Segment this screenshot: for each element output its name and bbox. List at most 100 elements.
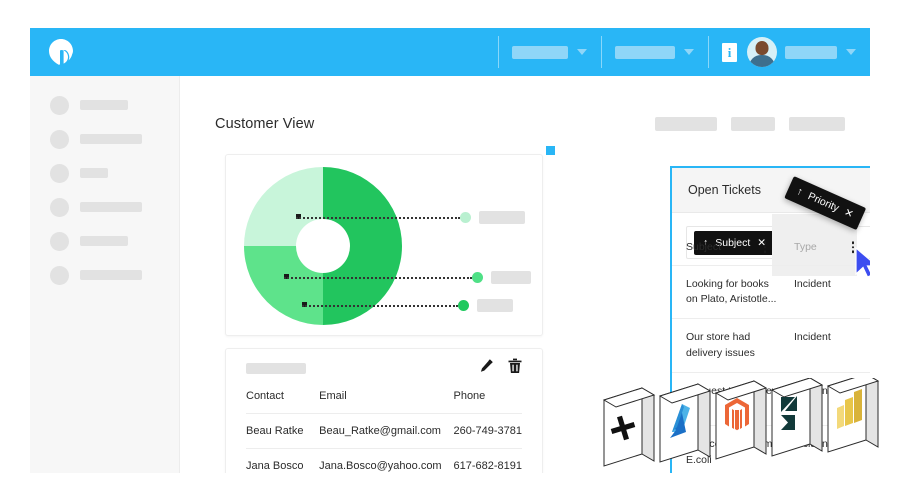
contact-col-header-email[interactable]: Email (319, 390, 347, 402)
contact-card: Contact Email Phone Beau Ratke Beau_Ratk… (225, 348, 543, 473)
sidebar-item-icon (50, 95, 69, 115)
ticket-subject: Looking for books on Plato, Aristotle... (672, 264, 780, 319)
tickets-header-row: Subject Type Priority (672, 229, 870, 266)
kebab-menu-icon[interactable] (851, 241, 854, 253)
contact-email: Beau_Ratke@gmail.com (319, 413, 454, 449)
ticket-type: Incident (780, 264, 868, 319)
legend-item-1[interactable] (460, 211, 525, 224)
legend-label-2 (491, 271, 531, 284)
top-menu-2-label (615, 45, 675, 59)
chevron-down-icon (846, 49, 856, 55)
ticket-type: Incident (780, 425, 868, 473)
table-row[interactable]: Request to add new item Incident Low (672, 371, 870, 426)
sidebar-item-5[interactable] (30, 224, 179, 258)
sidebar-item-icon (50, 231, 69, 251)
top-menu-1[interactable] (498, 28, 601, 76)
selection-handle-top-left[interactable] (546, 146, 555, 155)
legend-label-3 (477, 299, 513, 312)
ticket-type: Incident (780, 371, 868, 426)
sidebar-item-icon (50, 265, 69, 285)
ticket-type: Incident (780, 318, 868, 373)
contact-card-title (246, 362, 306, 374)
tickets-col-header-type[interactable]: Type (780, 229, 868, 266)
table-row[interactable]: Lettuce recall from E.coli Incident High (672, 425, 870, 473)
info-icon[interactable]: i (722, 42, 737, 62)
sidebar-item-6[interactable] (30, 258, 179, 292)
top-bar-right-cluster: i (498, 28, 870, 76)
leader-dot-1 (296, 214, 301, 219)
close-icon[interactable]: ✕ (757, 237, 767, 249)
sort-chip-subject[interactable]: ↑ Subject ✕ (694, 231, 776, 255)
header-actions (655, 117, 860, 131)
table-row[interactable]: Jana Bosco Jana.Bosco@yahoo.com 617-682-… (246, 448, 522, 473)
ticket-subject: Our store had delivery issues (672, 318, 780, 373)
ticket-priority: Low (868, 371, 870, 426)
sidebar-item-label (80, 202, 142, 212)
sort-asc-icon: ↑ (794, 185, 805, 199)
pencil-icon[interactable] (479, 358, 494, 378)
legend-label-1 (479, 211, 525, 224)
legend-swatch-1 (460, 212, 471, 223)
top-menu-1-label (512, 45, 568, 59)
content-header: Customer View (215, 112, 860, 136)
main-content: Customer View (180, 76, 870, 473)
sidebar-item-label (80, 100, 128, 110)
donut-chart[interactable] (244, 167, 402, 325)
legend-swatch-3 (458, 300, 469, 311)
leader-dot-2 (284, 274, 289, 279)
user-menu[interactable]: i (708, 28, 870, 76)
sidebar-item-label (80, 270, 142, 280)
sidebar-item-1[interactable] (30, 88, 179, 122)
sidebar-item-label (80, 168, 108, 178)
drag-cursor-icon (854, 246, 870, 284)
sidebar-item-3[interactable] (30, 156, 179, 190)
table-row[interactable]: Beau Ratke Beau_Ratke@gmail.com 260-749-… (246, 413, 522, 449)
donut-chart-card (225, 154, 543, 336)
legend-item-3[interactable] (458, 299, 513, 312)
open-tickets-panel[interactable]: Open Tickets ↑ Subject ✕ (670, 166, 870, 473)
legend-item-2[interactable] (472, 271, 531, 284)
table-row[interactable]: Looking for books on Plato, Aristotle...… (672, 264, 870, 319)
sort-chip-subject-label: Subject (715, 237, 751, 249)
ticket-subject: Request to add new item (672, 371, 780, 426)
contact-name: Beau Ratke (246, 413, 320, 449)
sidebar-item-icon (50, 163, 69, 183)
open-tickets-title: Open Tickets (688, 183, 761, 197)
header-action-3[interactable] (789, 117, 845, 131)
donut-center-hole (296, 219, 350, 273)
contact-card-actions (479, 358, 522, 379)
sidebar-item-label (80, 134, 142, 144)
sidebar-item-icon (50, 129, 69, 149)
sidebar-item-icon (50, 197, 69, 217)
chevron-down-icon (577, 49, 587, 55)
app-logo-icon[interactable] (44, 35, 78, 69)
leader-dot-3 (302, 302, 307, 307)
tickets-col-header-subject[interactable]: Subject (672, 229, 780, 266)
sidebar-item-4[interactable] (30, 190, 179, 224)
chevron-down-icon (684, 49, 694, 55)
table-row[interactable]: Our store had delivery issues Incident N… (672, 318, 870, 373)
leader-line-3 (302, 305, 458, 307)
sort-asc-icon: ↑ (703, 237, 709, 249)
close-icon[interactable]: ✕ (842, 206, 856, 221)
trash-icon[interactable] (508, 358, 522, 379)
kebab-menu-icon[interactable] (763, 241, 766, 253)
ticket-subject: Lettuce recall from E.coli (672, 425, 780, 473)
header-action-2[interactable] (731, 117, 775, 131)
top-menu-2[interactable] (601, 28, 708, 76)
avatar[interactable] (747, 37, 777, 67)
page-title: Customer View (215, 116, 315, 132)
contact-table-header-row: Contact Email Phone (246, 387, 522, 414)
user-menu-label (785, 45, 837, 59)
sidebar-item-label (80, 236, 128, 246)
app-body: Customer View (30, 76, 870, 473)
legend-swatch-2 (472, 272, 483, 283)
app-window: i (30, 28, 870, 473)
contact-col-header-contact[interactable]: Contact (246, 390, 284, 402)
sidebar-item-2[interactable] (30, 122, 179, 156)
header-action-1[interactable] (655, 117, 717, 131)
tickets-table: Subject Type Priority (672, 229, 870, 473)
contact-col-header-phone[interactable]: Phone (453, 390, 486, 402)
tickets-col-subject-label: Subject (686, 241, 722, 253)
avatar-head (755, 41, 769, 55)
